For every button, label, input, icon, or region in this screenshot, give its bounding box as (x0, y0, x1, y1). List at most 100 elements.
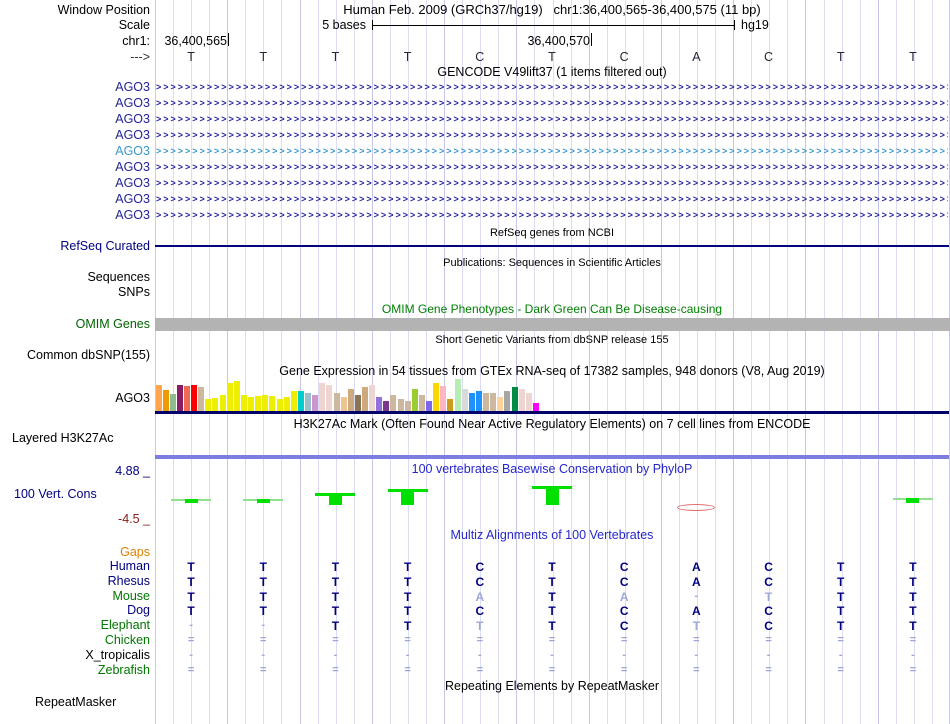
gtex-tissue-bar[interactable] (276, 399, 283, 411)
multiz-species-label[interactable]: Rhesus (107, 574, 150, 588)
track-title-phylop[interactable]: 100 vertebrates Basewise Conservation by… (411, 462, 693, 476)
gtex-tissue-bar[interactable] (483, 393, 490, 411)
gtex-tissue-bar[interactable] (497, 397, 504, 411)
phylop-positive-bar[interactable] (906, 498, 920, 503)
refseq-gene-line[interactable] (155, 245, 949, 247)
gene-arrow-line[interactable]: >>>>>>>>>>>>>>>>>>>>>>>>>>>>>>>>>>>>>>>>… (156, 114, 948, 124)
phylop-positive-bar[interactable] (545, 486, 559, 505)
gene-arrow-line[interactable]: >>>>>>>>>>>>>>>>>>>>>>>>>>>>>>>>>>>>>>>>… (156, 178, 948, 188)
track-title-multiz[interactable]: Multiz Alignments of 100 Vertebrates (450, 528, 654, 542)
gtex-tissue-bar[interactable] (397, 399, 404, 411)
gene-arrow-line[interactable]: >>>>>>>>>>>>>>>>>>>>>>>>>>>>>>>>>>>>>>>>… (156, 162, 948, 172)
track-label-snps[interactable]: SNPs (118, 285, 150, 299)
gtex-tissue-bar[interactable] (162, 390, 169, 411)
gtex-tissue-bar[interactable] (262, 395, 269, 411)
phylop-positive-bar[interactable] (328, 493, 342, 505)
gtex-tissue-bar[interactable] (511, 387, 518, 411)
gtex-tissue-bar[interactable] (461, 389, 468, 411)
gtex-tissue-bar[interactable] (297, 391, 304, 411)
gtex-tissue-bar[interactable] (240, 395, 247, 411)
gtex-tissue-bar[interactable] (404, 401, 411, 411)
track-title-h3k27ac[interactable]: H3K27Ac Mark (Often Found Near Active Re… (293, 417, 811, 431)
gtex-tissue-bar[interactable] (205, 399, 212, 411)
gtex-tissue-bar[interactable] (475, 391, 482, 411)
gtex-tissue-bar[interactable] (283, 397, 290, 411)
gene-label-ago3[interactable]: AGO3 (115, 160, 150, 174)
gene-arrow-line[interactable]: >>>>>>>>>>>>>>>>>>>>>>>>>>>>>>>>>>>>>>>>… (156, 82, 948, 92)
track-title-gtex[interactable]: Gene Expression in 54 tissues from GTEx … (279, 364, 825, 378)
track-label-gtex-gene[interactable]: AGO3 (115, 391, 150, 405)
gtex-tissue-bar[interactable] (518, 389, 525, 411)
h3k27ac-signal-line[interactable] (155, 455, 949, 459)
track-title-gencode[interactable]: GENCODE V49lift37 (1 items filtered out) (437, 65, 667, 79)
gtex-tissue-bar[interactable] (183, 386, 190, 411)
phylop-positive-bar[interactable] (184, 499, 198, 503)
gtex-tissue-bar[interactable] (418, 395, 425, 411)
gtex-tissue-bar[interactable] (433, 383, 440, 411)
multiz-species-label[interactable]: X_tropicalis (85, 648, 150, 662)
gtex-tissue-bar[interactable] (390, 395, 397, 411)
multiz-species-label[interactable]: Dog (127, 603, 150, 617)
gene-arrow-line[interactable]: >>>>>>>>>>>>>>>>>>>>>>>>>>>>>>>>>>>>>>>>… (156, 130, 948, 140)
multiz-species-label[interactable]: Chicken (104, 633, 150, 647)
gtex-tissue-bar[interactable] (354, 395, 361, 411)
gtex-tissue-bar[interactable] (169, 394, 176, 411)
gtex-tissue-bar[interactable] (326, 385, 333, 411)
track-label-refseq-curated[interactable]: RefSeq Curated (60, 239, 150, 253)
gene-label-ago3[interactable]: AGO3 (115, 128, 150, 142)
track-label-vert-cons[interactable]: 100 Vert. Cons (14, 487, 97, 501)
gtex-tissue-bar[interactable] (490, 393, 497, 411)
multiz-species-label[interactable]: Gaps (120, 545, 150, 559)
gene-arrow-line[interactable]: >>>>>>>>>>>>>>>>>>>>>>>>>>>>>>>>>>>>>>>>… (156, 194, 948, 204)
multiz-species-label[interactable]: Mouse (112, 589, 150, 603)
track-title-refseq[interactable]: RefSeq genes from NCBI (489, 227, 615, 239)
gtex-tissue-bar[interactable] (426, 401, 433, 411)
gtex-tissue-bar[interactable] (255, 396, 262, 411)
phylop-negative-arc[interactable] (677, 504, 716, 511)
track-title-publications[interactable]: Publications: Sequences in Scientific Ar… (443, 257, 661, 269)
gtex-tissue-bar[interactable] (290, 391, 297, 411)
track-label-sequences[interactable]: Sequences (87, 270, 150, 284)
gtex-tissue-bar[interactable] (376, 397, 383, 411)
gtex-tissue-bar[interactable] (305, 393, 312, 411)
gtex-tissue-bar[interactable] (269, 396, 276, 411)
gtex-tissue-bar[interactable] (233, 381, 240, 411)
gtex-tissue-bar[interactable] (447, 399, 454, 411)
gtex-tissue-bar[interactable] (319, 383, 326, 411)
gtex-tissue-bar[interactable] (176, 385, 183, 411)
gtex-tissue-bar[interactable] (219, 395, 226, 411)
track-title-repeatmasker[interactable]: Repeating Elements by RepeatMasker (444, 679, 659, 693)
track-title-omim[interactable]: OMIM Gene Phenotypes - Dark Green Can Be… (381, 302, 723, 316)
multiz-species-label[interactable]: Zebrafish (97, 663, 150, 677)
gene-arrow-line[interactable]: >>>>>>>>>>>>>>>>>>>>>>>>>>>>>>>>>>>>>>>>… (156, 146, 948, 156)
gene-label-ago3[interactable]: AGO3 (115, 208, 150, 222)
gtex-tissue-bar[interactable] (312, 395, 319, 411)
phylop-positive-bar[interactable] (401, 489, 415, 505)
gtex-tissue-bar[interactable] (454, 379, 461, 411)
gene-label-ago3[interactable]: AGO3 (115, 96, 150, 110)
track-title-dbsnp[interactable]: Short Genetic Variants from dbSNP releas… (435, 334, 669, 346)
gtex-tissue-bar[interactable] (248, 397, 255, 411)
multiz-species-label[interactable]: Human (109, 559, 150, 573)
multiz-species-label[interactable]: Elephant (100, 618, 150, 632)
gtex-tissue-bar[interactable] (212, 398, 219, 411)
track-label-repeatmasker[interactable]: RepeatMasker (35, 695, 117, 709)
gene-label-ago3[interactable]: AGO3 (115, 176, 150, 190)
track-label-common-dbsnp[interactable]: Common dbSNP(155) (27, 348, 150, 362)
gene-label-ago3[interactable]: AGO3 (115, 80, 150, 94)
gene-arrow-line[interactable]: >>>>>>>>>>>>>>>>>>>>>>>>>>>>>>>>>>>>>>>>… (156, 98, 948, 108)
gtex-tissue-bar[interactable] (383, 401, 390, 411)
gtex-tissue-bar[interactable] (504, 391, 511, 411)
gene-label-ago3[interactable]: AGO3 (115, 192, 150, 206)
gtex-tissue-bar[interactable] (226, 383, 233, 411)
gtex-tissue-bar[interactable] (155, 385, 162, 411)
omim-genes-bar[interactable] (155, 318, 950, 331)
track-label-h3k27ac[interactable]: Layered H3K27Ac (12, 431, 114, 445)
gtex-tissue-bar[interactable] (333, 393, 340, 411)
gtex-tissue-bar[interactable] (191, 385, 198, 411)
gtex-tissue-bar[interactable] (532, 403, 539, 411)
gtex-tissue-bar[interactable] (361, 387, 368, 411)
gene-arrow-line[interactable]: >>>>>>>>>>>>>>>>>>>>>>>>>>>>>>>>>>>>>>>>… (156, 210, 948, 220)
gene-label-ago3[interactable]: AGO3 (115, 112, 150, 126)
gtex-tissue-bar[interactable] (525, 393, 532, 411)
